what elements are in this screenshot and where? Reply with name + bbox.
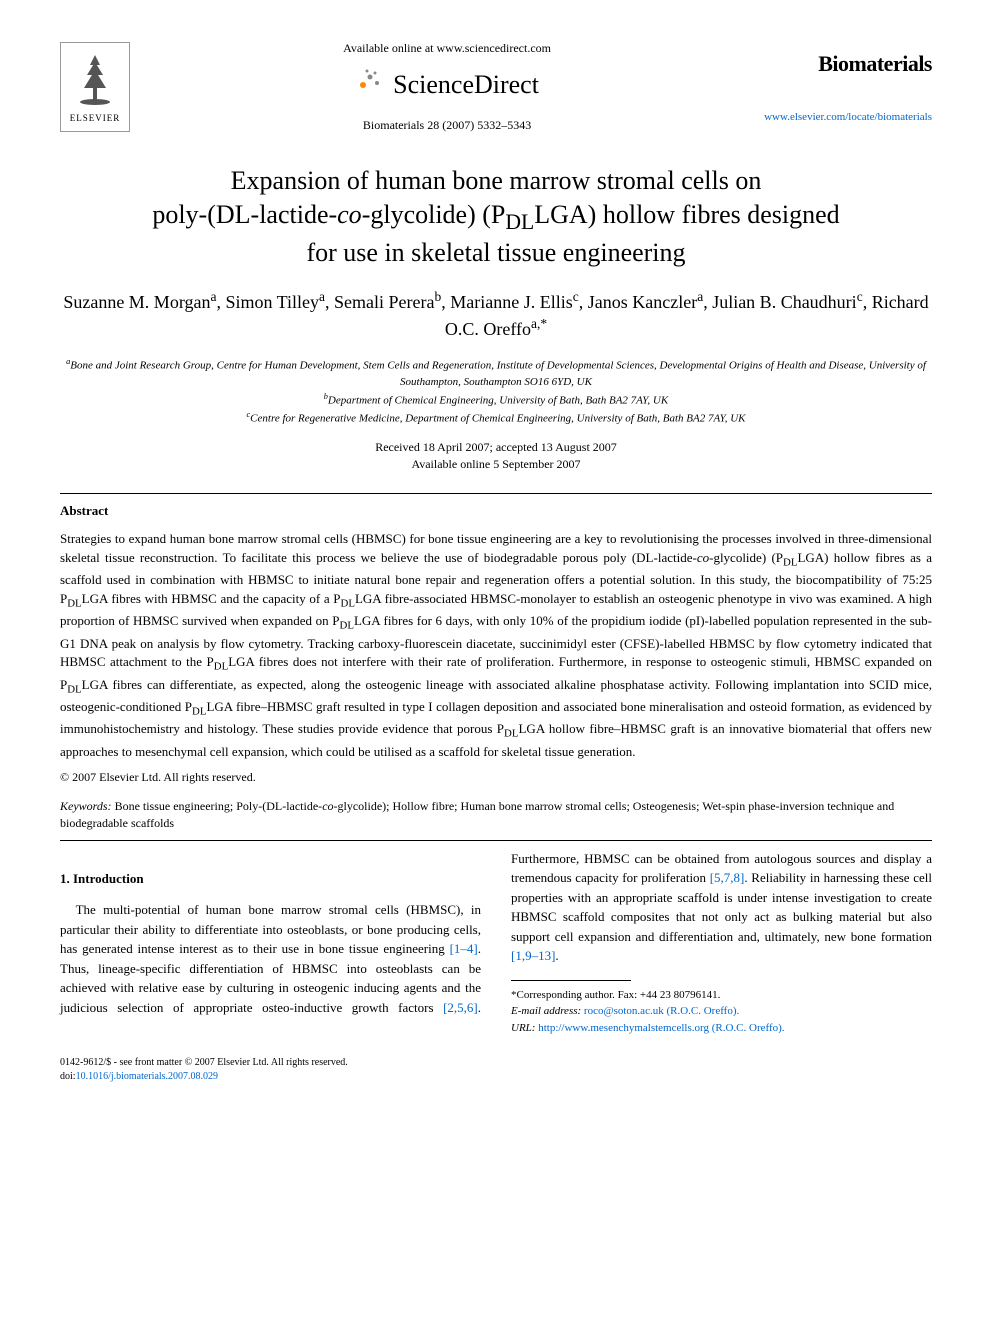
footnote-separator <box>511 980 631 981</box>
url-label: URL: <box>511 1022 535 1034</box>
ref-link-1-9-13[interactable]: [1,9–13] <box>511 948 555 963</box>
article-dates: Received 18 April 2007; accepted 13 Augu… <box>60 439 932 473</box>
journal-header: Biomaterials www.elsevier.com/locate/bio… <box>764 49 932 125</box>
affiliation-a-text: Bone and Joint Research Group, Centre fo… <box>70 360 926 389</box>
divider-bottom <box>60 840 932 841</box>
email-line: E-mail address: roco@soton.ac.uk (R.O.C.… <box>511 1003 932 1020</box>
sciencedirect-icon <box>355 65 385 105</box>
received-date: Received 18 April 2007; accepted 13 Augu… <box>60 439 932 456</box>
intro-p2-d: . <box>555 948 558 963</box>
ref-link-5-7-8[interactable]: [5,7,8] <box>710 870 745 885</box>
footnotes-block: *Corresponding author. Fax: +44 23 80796… <box>511 987 932 1037</box>
footer-doi: doi:10.1016/j.biomaterials.2007.08.029 <box>60 1070 932 1084</box>
page-header: ELSEVIER Available online at www.science… <box>60 40 932 134</box>
intro-heading: 1. Introduction <box>60 869 481 889</box>
abstract-heading: Abstract <box>60 502 932 520</box>
affiliation-c-text: Centre for Regenerative Medicine, Depart… <box>250 413 745 425</box>
keywords-label: Keywords: <box>60 799 112 813</box>
citation-text: Biomaterials 28 (2007) 5332–5343 <box>130 117 764 134</box>
ref-link-1-4[interactable]: [1–4] <box>450 941 478 956</box>
available-online-text: Available online at www.sciencedirect.co… <box>130 40 764 57</box>
page-footer: 0142-9612/$ - see front matter © 2007 El… <box>60 1056 932 1084</box>
title-l2-mid: -lactide- <box>251 200 338 229</box>
abstract-text: Strategies to expand human bone marrow s… <box>60 530 932 761</box>
authors-list: Suzanne M. Morgana, Simon Tilleya, Semal… <box>60 288 932 342</box>
header-center: Available online at www.sciencedirect.co… <box>130 40 764 134</box>
title-l2-end: LGA) hollow fibres designed <box>534 200 839 229</box>
elsevier-logo: ELSEVIER <box>60 42 130 132</box>
affiliation-b-text: Department of Chemical Engineering, Univ… <box>328 395 668 407</box>
title-line1: Expansion of human bone marrow stromal c… <box>231 166 762 195</box>
body-columns: 1. Introduction The multi-potential of h… <box>60 849 932 1037</box>
divider-top <box>60 493 932 494</box>
ref-link-2-5-6[interactable]: [2,5,6] <box>443 1000 478 1015</box>
affiliation-b: bDepartment of Chemical Engineering, Uni… <box>60 391 932 409</box>
sciencedirect-text: ScienceDirect <box>393 67 539 103</box>
footer-front-matter: 0142-9612/$ - see front matter © 2007 El… <box>60 1056 932 1070</box>
keywords-block: Keywords: Bone tissue engineering; Poly-… <box>60 798 932 832</box>
article-title: Expansion of human bone marrow stromal c… <box>60 164 932 270</box>
abstract-copyright: © 2007 Elsevier Ltd. All rights reserved… <box>60 769 932 786</box>
sciencedirect-logo: ScienceDirect <box>130 65 764 105</box>
title-dl2: DL <box>505 210 534 234</box>
title-line3: for use in skeletal tissue engineering <box>306 238 685 267</box>
title-l2-pre: poly-( <box>152 200 216 229</box>
doi-link[interactable]: 10.1016/j.biomaterials.2007.08.029 <box>76 1071 219 1082</box>
intro-p1-a: The multi-potential of human bone marrow… <box>60 902 481 956</box>
corresponding-author: *Corresponding author. Fax: +44 23 80796… <box>511 987 932 1004</box>
email-label: E-mail address: <box>511 1005 581 1017</box>
journal-url-link[interactable]: www.elsevier.com/locate/biomaterials <box>764 110 932 125</box>
keywords-text: Bone tissue engineering; Poly-(DL-lactid… <box>60 799 894 830</box>
journal-name: Biomaterials <box>764 49 932 80</box>
affiliations: aBone and Joint Research Group, Centre f… <box>60 356 932 427</box>
author-url-link[interactable]: http://www.mesenchymalstemcells.org (R.O… <box>538 1022 784 1034</box>
affiliation-c: cCentre for Regenerative Medicine, Depar… <box>60 409 932 427</box>
author-email-link[interactable]: roco@soton.ac.uk (R.O.C. Oreffo). <box>584 1005 739 1017</box>
online-date: Available online 5 September 2007 <box>60 456 932 473</box>
url-line: URL: http://www.mesenchymalstemcells.org… <box>511 1020 932 1037</box>
elsevier-text: ELSEVIER <box>70 112 121 125</box>
title-co: co <box>337 200 362 229</box>
title-dl1: DL <box>216 200 251 229</box>
affiliation-a: aBone and Joint Research Group, Centre f… <box>60 356 932 391</box>
tree-icon <box>70 50 120 110</box>
title-l2-post: -glycolide) (P <box>362 200 506 229</box>
